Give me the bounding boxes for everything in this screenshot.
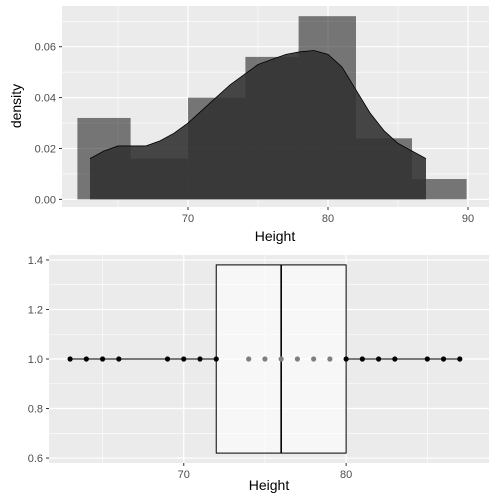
- data-point: [213, 356, 219, 362]
- y-tick-label: 1.0: [28, 354, 43, 366]
- y-tick-label: 0.02: [35, 143, 56, 155]
- data-point: [99, 356, 106, 362]
- x-axis-ticks-top: 70 80 90: [182, 207, 474, 225]
- data-point: [83, 356, 89, 362]
- x-tick-label: 80: [340, 469, 352, 481]
- y-tick-label: 1.2: [28, 304, 43, 316]
- data-point: [181, 356, 187, 362]
- histogram-chart: 0.00 0.02 0.04 0.06 70 80 90 Height density: [8, 6, 489, 244]
- density-curve-line: [89, 50, 427, 160]
- y-tick-label: 0.6: [28, 453, 43, 465]
- x-axis-title-top: Height: [255, 228, 296, 244]
- x-tick-label: 70: [178, 469, 190, 481]
- y-axis-ticks-bottom: 0.6 0.8 1.0 1.2 1.4: [28, 255, 49, 465]
- data-point: [278, 356, 284, 362]
- data-point: [440, 356, 447, 362]
- x-axis-title-bottom: Height: [249, 477, 290, 493]
- data-points: [67, 356, 463, 362]
- y-tick-label: 0.00: [35, 194, 56, 206]
- data-point: [392, 356, 398, 362]
- y-tick-label: 0.06: [35, 42, 56, 54]
- data-point: [246, 356, 252, 362]
- x-axis-ticks-bottom: 70 80: [178, 463, 352, 481]
- data-point: [294, 356, 301, 362]
- data-point: [262, 356, 268, 362]
- data-point: [197, 356, 203, 362]
- data-point: [457, 356, 463, 362]
- x-tick-label: 80: [322, 213, 334, 225]
- density-area: [89, 50, 427, 200]
- data-point: [164, 356, 171, 362]
- y-tick-label: 1.4: [28, 255, 43, 267]
- density-area-fill: [90, 50, 426, 200]
- data-point: [67, 356, 73, 362]
- x-tick-label: 70: [182, 213, 194, 225]
- data-point: [116, 356, 122, 362]
- data-point: [424, 356, 430, 362]
- data-point: [375, 356, 382, 362]
- data-point: [359, 356, 365, 362]
- y-tick-label: 0.04: [35, 93, 56, 105]
- data-point: [311, 356, 317, 362]
- y-axis-ticks-top: 0.00 0.02 0.04 0.06: [35, 42, 62, 206]
- boxplot-chart: 0.6 0.8 1.0 1.2 1.4 70 80 Height: [28, 255, 489, 493]
- y-axis-title-top: density: [8, 84, 24, 128]
- data-point: [327, 356, 333, 362]
- data-point: [343, 356, 349, 362]
- y-tick-label: 0.8: [28, 404, 43, 416]
- x-tick-label: 90: [462, 213, 474, 225]
